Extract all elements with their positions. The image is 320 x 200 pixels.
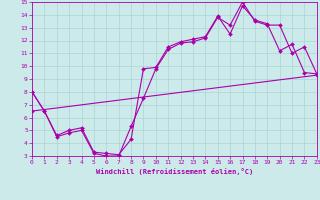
X-axis label: Windchill (Refroidissement éolien,°C): Windchill (Refroidissement éolien,°C) <box>96 168 253 175</box>
